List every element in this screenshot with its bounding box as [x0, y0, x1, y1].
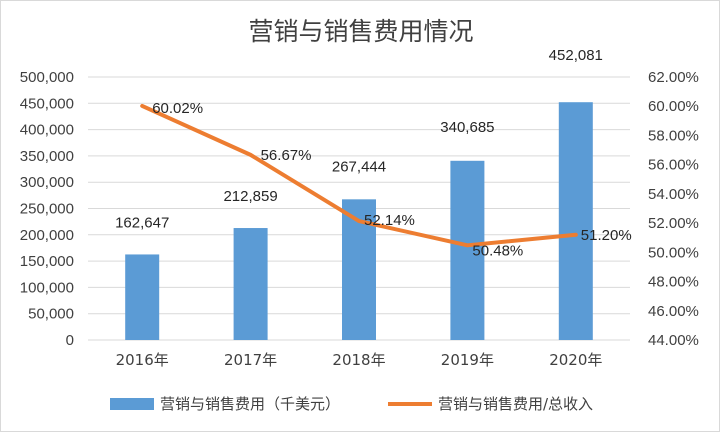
line-data-label: 50.48%	[472, 242, 523, 259]
legend-swatch-bar	[110, 398, 154, 410]
legend-label-bar: 营销与销售费用（千美元）	[160, 395, 340, 413]
line-point	[574, 233, 578, 237]
y-left-tick-label: 250,000	[20, 201, 74, 218]
bar	[558, 102, 593, 341]
line-data-label: 56.67%	[261, 147, 312, 164]
x-tick-label: 2019年	[441, 351, 494, 369]
y-right-tick-label: 46.00%	[648, 303, 699, 320]
line-point	[140, 104, 144, 108]
bar-data-label: 340,685	[440, 119, 494, 136]
y-left-tick-label: 0	[66, 332, 74, 349]
x-tick-label: 2017年	[224, 351, 277, 369]
y-left-tick-label: 150,000	[20, 253, 74, 270]
y-left-tick-label: 350,000	[20, 148, 74, 165]
x-tick-label: 2018年	[332, 351, 385, 369]
y-right-tick-label: 62.00%	[648, 69, 699, 86]
y-right-tick-label: 56.00%	[648, 157, 699, 174]
line-point	[465, 243, 469, 247]
line-data-label: 60.02%	[152, 100, 203, 117]
line-point	[357, 219, 361, 223]
chart-title: 营销与销售费用情况	[248, 17, 474, 46]
x-tick-label: 2020年	[549, 351, 602, 369]
line-data-label: 52.14%	[364, 212, 415, 229]
bar-data-label: 162,647	[115, 214, 169, 231]
legend-label-line: 营销与销售费用/总收入	[438, 395, 593, 413]
y-right-tick-label: 58.00%	[648, 127, 699, 144]
y-right-tick-label: 54.00%	[648, 186, 699, 203]
y-right-tick-label: 60.00%	[648, 98, 699, 115]
y-right-tick-label: 44.00%	[648, 332, 699, 349]
y-right-tick-label: 52.00%	[648, 215, 699, 232]
line-data-label: 51.20%	[581, 227, 632, 244]
x-tick-label: 2016年	[116, 351, 169, 369]
y-left-tick-label: 500,000	[20, 69, 74, 86]
y-right-tick-label: 50.00%	[648, 244, 699, 261]
line-point	[249, 153, 253, 157]
bar	[450, 160, 485, 340]
y-left-tick-label: 100,000	[20, 279, 74, 296]
y-left-tick-label: 300,000	[20, 174, 74, 191]
bar-data-label: 452,081	[549, 47, 603, 64]
y-left-tick-label: 400,000	[20, 122, 74, 139]
bar	[233, 228, 268, 340]
bar-data-label: 212,859	[223, 188, 277, 205]
y-left-tick-label: 50,000	[28, 306, 74, 323]
bar-data-label: 267,444	[332, 158, 386, 175]
bar	[125, 254, 160, 340]
y-left-tick-label: 200,000	[20, 227, 74, 244]
y-left-tick-label: 450,000	[20, 95, 74, 112]
y-right-tick-label: 48.00%	[648, 274, 699, 291]
